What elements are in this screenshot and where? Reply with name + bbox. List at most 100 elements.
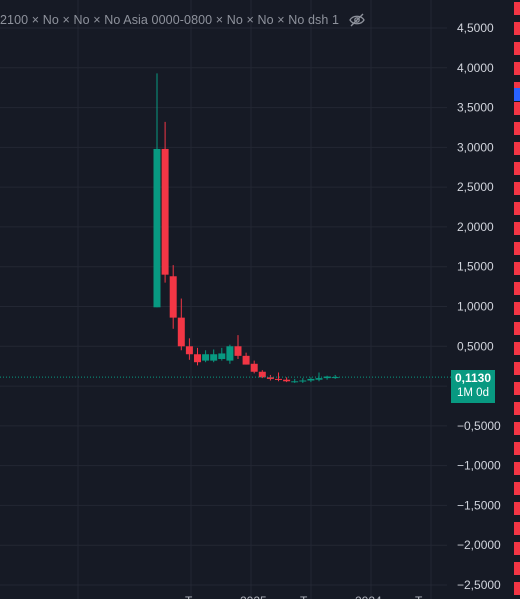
strip-marker (514, 62, 520, 75)
price-axis[interactable]: 4,5000 4,0000 3,5000 3,0000 2,5000 2,0000 1,50… (457, 21, 501, 592)
strip-marker (514, 462, 520, 475)
candle-body (258, 371, 266, 378)
price-tick-label: −2,5000 (457, 578, 501, 592)
candle (242, 352, 250, 365)
strip-marker (514, 222, 520, 235)
price-tick-label: 3,0000 (457, 140, 494, 154)
strip-marker (514, 422, 520, 435)
candle (307, 377, 315, 383)
strip-marker (514, 502, 520, 515)
candle-body (275, 378, 282, 380)
price-tick-label: −1,5000 (457, 498, 501, 512)
strip-marker (514, 282, 520, 295)
candle (226, 344, 234, 364)
strip-marker (514, 322, 520, 335)
strip-marker (514, 342, 520, 355)
candle (250, 360, 258, 374)
candle (323, 375, 331, 380)
candle-body (169, 276, 177, 318)
strip-marker (514, 382, 520, 395)
candle-body (299, 380, 307, 382)
time-tick-label: T (415, 594, 423, 599)
candle-body (161, 148, 169, 275)
candle-body (266, 377, 274, 379)
candle-body (185, 346, 193, 355)
strip-marker (514, 2, 520, 15)
candle-body (291, 381, 299, 383)
candle (275, 372, 282, 382)
candle-body (283, 379, 291, 382)
candle (218, 347, 226, 361)
strip-marker (514, 542, 520, 555)
candle-body (307, 378, 315, 381)
price-tick-label: 4,0000 (457, 61, 494, 75)
price-tick-label: 2,5000 (457, 180, 494, 194)
strip-marker (514, 182, 520, 195)
candle-body (331, 377, 339, 379)
candle-body (210, 354, 218, 361)
strip-marker (514, 162, 520, 175)
strip-marker (514, 42, 520, 55)
strip-marker (514, 242, 520, 255)
candle-body (202, 354, 210, 361)
price-tick-label: −1,0000 (457, 459, 501, 473)
strip-marker (514, 22, 520, 35)
candle-body (177, 317, 185, 347)
bar-countdown: 1M 0d (457, 387, 489, 399)
price-tick-label: 4,5000 (457, 21, 494, 35)
candle-body (250, 363, 258, 372)
candle (258, 370, 266, 379)
candle (266, 374, 274, 381)
strip-marker (514, 442, 520, 455)
candle (210, 349, 218, 363)
price-tick-label: 3,5000 (457, 101, 494, 115)
candle (202, 350, 210, 363)
candle-body (315, 378, 323, 380)
candle (177, 298, 185, 351)
eye-crossed-icon[interactable] (348, 13, 365, 30)
grid (0, 0, 447, 599)
strip-marker (514, 122, 520, 135)
strip-marker (514, 262, 520, 275)
price-tick-label: 1,0000 (457, 300, 494, 314)
candle (299, 378, 307, 383)
candle (153, 73, 161, 308)
candle-body (226, 346, 234, 361)
indicator-legend-text: 2100 × No × No × No Asia 0000-0800 × No … (0, 13, 340, 27)
candle-body (218, 353, 226, 360)
strip-marker (514, 482, 520, 495)
strip-marker (514, 522, 520, 535)
price-tick-label: −0,5000 (457, 419, 501, 433)
candle-body (234, 346, 242, 356)
time-tick-label: 2025 (240, 594, 267, 599)
strip-marker (514, 582, 520, 595)
candles (153, 73, 339, 383)
time-tick-label: 2024 (355, 594, 382, 599)
strip-marker (514, 102, 520, 115)
candle (185, 338, 193, 360)
strip-marker (514, 362, 520, 375)
candle-body (194, 354, 201, 363)
price-tick-label: −2,0000 (457, 538, 501, 552)
candle (161, 121, 169, 283)
time-axis[interactable]: T 2025 T 2024 T (185, 594, 423, 599)
candle (291, 378, 299, 383)
last-price-value: 0,1130 (454, 371, 492, 385)
price-tick-label: 0,5000 (457, 339, 494, 353)
indicator-legend[interactable]: 2100 × No × No × No Asia 0000-0800 × No … (0, 13, 365, 30)
strip-marker (514, 302, 520, 315)
strip-marker (514, 142, 520, 155)
candle-body (242, 355, 250, 365)
candle-body (153, 148, 161, 308)
price-tick-label: 1,5000 (457, 260, 494, 274)
price-tick-label: 2,0000 (457, 220, 494, 234)
strip-marker-active (514, 88, 520, 101)
strip-marker (514, 562, 520, 575)
strip-marker (514, 402, 520, 415)
time-tick-label: T (185, 594, 193, 599)
candle (283, 377, 291, 383)
last-price-badge: 0,1130 1M 0d (451, 370, 495, 403)
candle (194, 347, 201, 366)
strip-marker (514, 202, 520, 215)
